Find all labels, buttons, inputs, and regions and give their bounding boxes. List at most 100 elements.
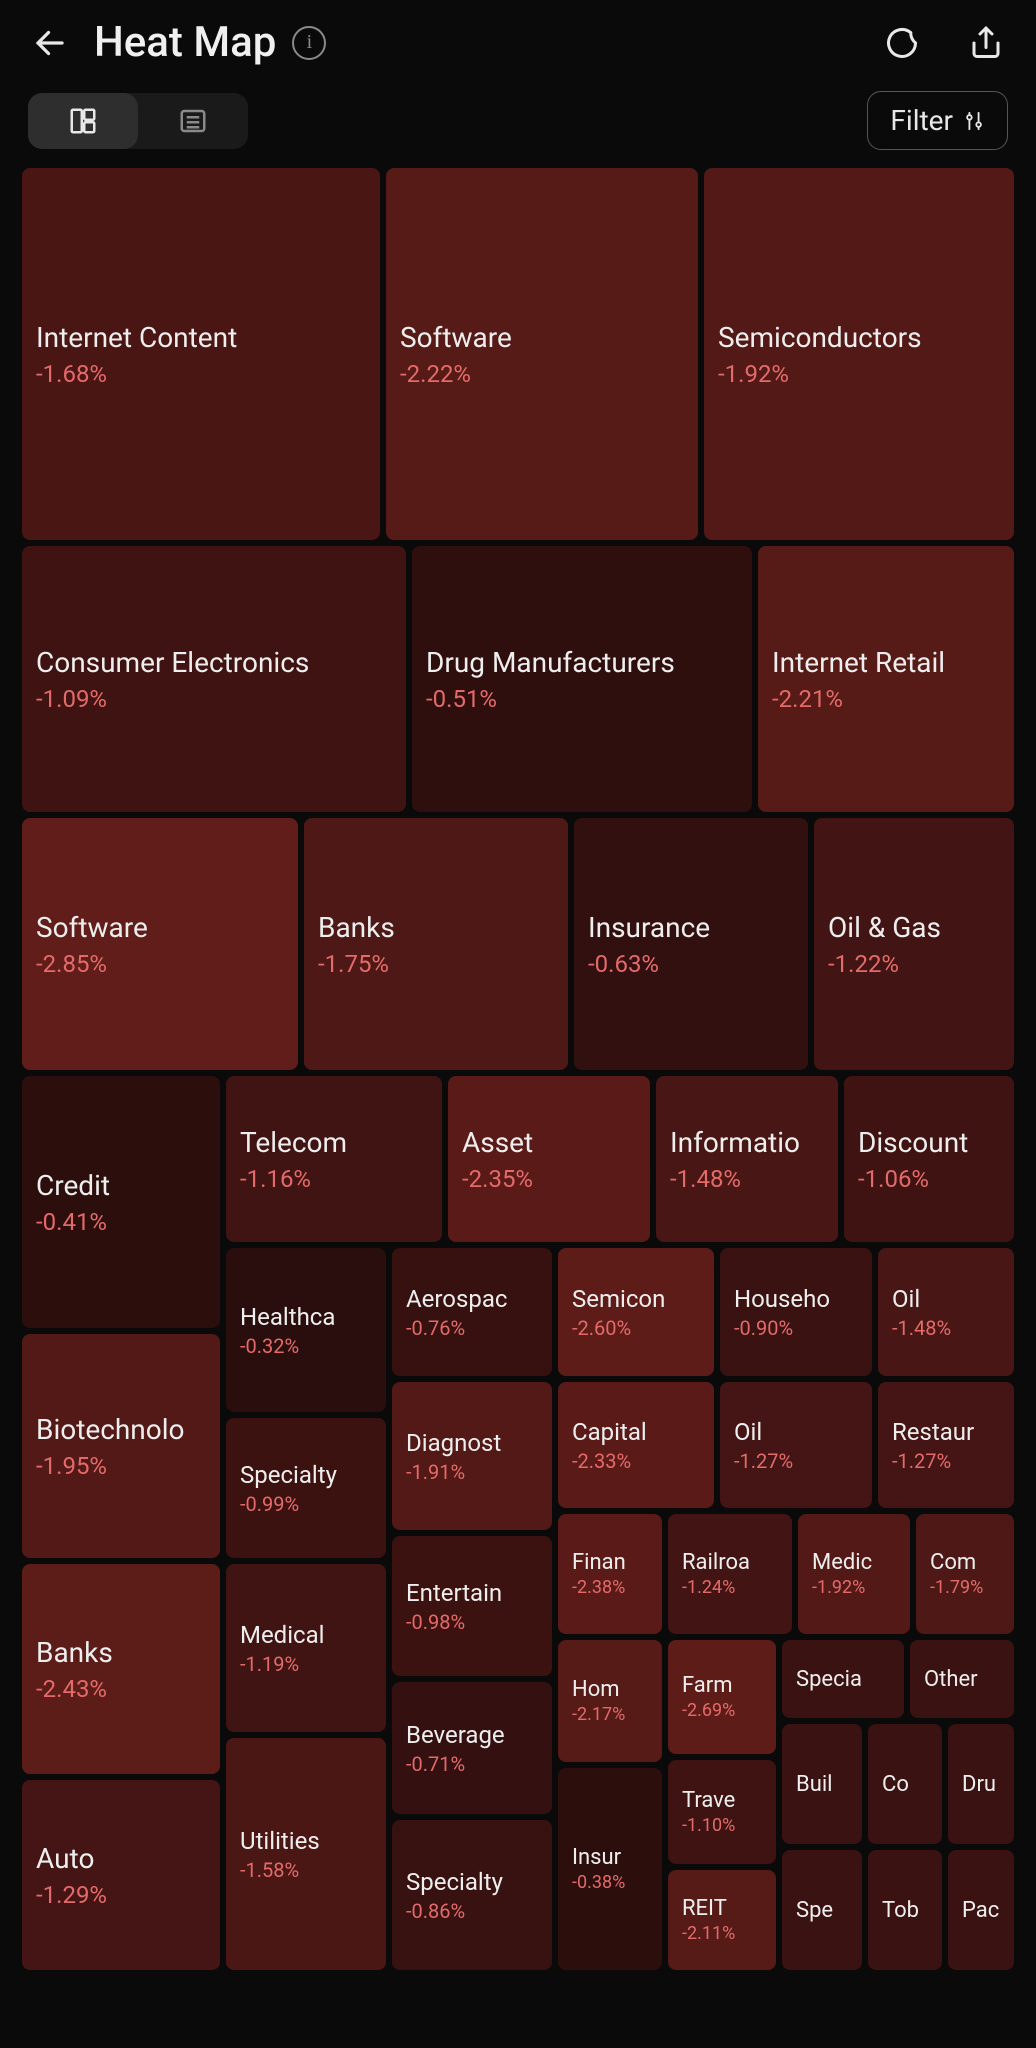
app-header: Heat Map i [0,0,1036,77]
heatmap-tile-co[interactable]: Co [868,1724,942,1844]
heatmap-tile-insur[interactable]: Insur-0.38% [558,1768,662,1970]
tile-label: Software [36,911,284,944]
heatmap-tile-medic[interactable]: Medic-1.92% [798,1514,910,1634]
list-view-button[interactable] [138,93,248,149]
tile-label: Diagnost [406,1429,538,1457]
tile-label: Oil & Gas [828,911,1000,944]
heatmap-tile-finan[interactable]: Finan-2.38% [558,1514,662,1634]
heatmap-tile-aerospace[interactable]: Aerospac-0.76% [392,1248,552,1376]
heatmap-tile-railroad[interactable]: Railroa-1.24% [668,1514,792,1634]
filter-button[interactable]: Filter [867,91,1008,150]
share-button[interactable] [964,21,1008,65]
tile-pct: -1.91% [406,1460,538,1484]
tile-label: Software [400,321,684,354]
heatmap-tile-com[interactable]: Com-1.79% [916,1514,1014,1634]
heatmap-tile-other[interactable]: Other [910,1640,1014,1718]
tile-label: Medic [812,1550,896,1575]
heatmap-tile-entertain[interactable]: Entertain-0.98% [392,1536,552,1676]
tile-label: Specialty [406,1868,538,1896]
tile-label: Semicon [572,1285,700,1313]
heatmap-tile-specia[interactable]: Specia [782,1640,904,1718]
treemap-view-button[interactable] [28,93,138,149]
heatmap-tile-buil[interactable]: Buil [782,1724,862,1844]
heatmap-tile-beverage[interactable]: Beverage-0.71% [392,1682,552,1814]
tile-label: Healthca [240,1303,372,1331]
tile-label: Househo [734,1285,858,1313]
tile-label: Oil [892,1285,1000,1313]
heatmap-tile-information[interactable]: Informatio -1.48% [656,1076,838,1242]
tile-label: Utilities [240,1827,372,1855]
tile-label: Aerospac [406,1285,538,1313]
tile-pct: -0.98% [406,1610,538,1634]
heatmap-tile-software-2[interactable]: Software -2.85% [22,818,298,1070]
tile-label: Buil [796,1772,848,1797]
info-icon[interactable]: i [292,26,326,60]
tile-pct: -1.95% [36,1452,206,1480]
tile-pct: -0.51% [426,685,738,713]
arrow-left-icon [32,25,68,61]
heatmap-tile-spe[interactable]: Spe [782,1850,862,1970]
heatmap-tile-tob[interactable]: Tob [868,1850,942,1970]
heatmap-tile-telecom[interactable]: Telecom-1.16% [226,1076,442,1242]
heatmap-tile-trave[interactable]: Trave-1.10% [668,1760,776,1864]
tile-label: Specia [796,1667,890,1692]
heatmap-tile-internet-content[interactable]: Internet Content-1.68% [22,168,380,540]
heatmap-tile-diagnost[interactable]: Diagnost -1.91% [392,1382,552,1530]
tile-pct: -2.21% [772,685,1000,713]
heatmap-tile-healthcare[interactable]: Healthca-0.32% [226,1248,386,1412]
tile-pct: -1.27% [734,1449,858,1473]
tile-pct: -0.38% [572,1872,648,1893]
heatmap-tile-biotech[interactable]: Biotechnolo-1.95% [22,1334,220,1558]
tile-pct: -2.17% [572,1704,648,1725]
heatmap-tile-consumer-electronics[interactable]: Consumer Electronics-1.09% [22,546,406,812]
tile-pct: -1.92% [718,360,1000,388]
heatmap-tile-utilities[interactable]: Utilities -1.58% [226,1738,386,1970]
tile-pct: -2.60% [572,1316,700,1340]
heatmap-tile-internet-retail[interactable]: Internet Retail-2.21% [758,546,1014,812]
tile-label: Informatio [670,1126,824,1159]
heatmap-tile-reit[interactable]: REIT-2.11% [668,1870,776,1970]
tile-pct: -1.48% [670,1165,824,1193]
heatmap-tile-insurance[interactable]: Insurance-0.63% [574,818,808,1070]
heatmap-tile-household[interactable]: Househo -0.90% [720,1248,872,1376]
heatmap-tile-discount[interactable]: Discount-1.06% [844,1076,1014,1242]
tile-pct: -0.90% [734,1316,858,1340]
tile-label: Medical [240,1621,372,1649]
tile-pct: -1.27% [892,1449,1000,1473]
heatmap-container: Internet Content-1.68% Software -2.22% Semi… [22,168,1014,1998]
heatmap-tile-restaurants[interactable]: Restaur-1.27% [878,1382,1014,1508]
tile-pct: -0.63% [588,950,794,978]
tile-label: Banks [318,911,554,944]
tile-pct: -1.58% [240,1858,372,1882]
heatmap-tile-specialty-1[interactable]: Specialty-0.99% [226,1418,386,1558]
tile-label: Asset [462,1126,636,1159]
tile-label: REIT [682,1896,762,1921]
heatmap-tile-banks-2[interactable]: Banks-2.43% [22,1564,220,1774]
tile-label: Drug Manufacturers [426,646,738,679]
heatmap-tile-medical[interactable]: Medical-1.19% [226,1564,386,1732]
heatmap-tile-farm[interactable]: Farm-2.69% [668,1640,776,1754]
tile-pct: -2.85% [36,950,284,978]
tile-label: Consumer Electronics [36,646,392,679]
heatmap-tile-dru[interactable]: Dru [948,1724,1014,1844]
heatmap-tile-hom[interactable]: Hom-2.17% [558,1640,662,1762]
back-button[interactable] [28,21,72,65]
share-icon [968,25,1004,61]
heatmap-tile-oil-1[interactable]: Oil-1.48% [878,1248,1014,1376]
tile-pct: -2.11% [682,1923,762,1944]
heatmap-tile-oil-gas[interactable]: Oil & Gas-1.22% [814,818,1014,1070]
heatmap-tile-semicon-2[interactable]: Semicon -2.60% [558,1248,714,1376]
heatmap-tile-banks-1[interactable]: Banks-1.75% [304,818,568,1070]
heatmap-tile-semiconductors[interactable]: Semiconductors-1.92% [704,168,1014,540]
heatmap-tile-specialty-2[interactable]: Specialty-0.86% [392,1820,552,1970]
heatmap-tile-capital[interactable]: Capital-2.33% [558,1382,714,1508]
heatmap-tile-credit[interactable]: Credit-0.41% [22,1076,220,1328]
heatmap-tile-drug-manufacturers[interactable]: Drug Manufacturers -0.51% [412,546,752,812]
heatmap-tile-pac[interactable]: Pac [948,1850,1014,1970]
heatmap-tile-software-1[interactable]: Software -2.22% [386,168,698,540]
refresh-button[interactable] [880,21,924,65]
heatmap-tile-asset[interactable]: Asset-2.35% [448,1076,650,1242]
heatmap-tile-auto[interactable]: Auto-1.29% [22,1780,220,1970]
tile-pct: -2.22% [400,360,684,388]
heatmap-tile-oil-2[interactable]: Oil-1.27% [720,1382,872,1508]
